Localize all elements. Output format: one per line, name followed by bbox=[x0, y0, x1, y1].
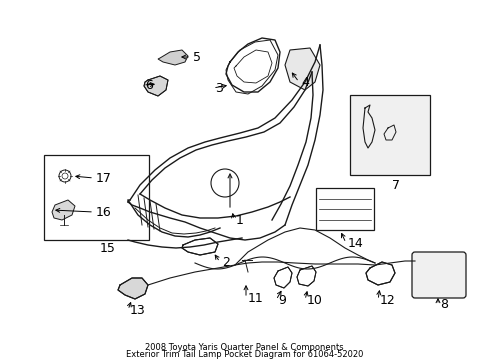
Text: 13: 13 bbox=[130, 303, 145, 316]
FancyBboxPatch shape bbox=[411, 252, 465, 298]
Polygon shape bbox=[365, 262, 394, 285]
Text: 2: 2 bbox=[222, 256, 229, 269]
Text: 7: 7 bbox=[391, 179, 399, 192]
Bar bbox=[44, 155, 149, 240]
Bar bbox=[349, 95, 429, 175]
Polygon shape bbox=[273, 267, 291, 288]
Text: 9: 9 bbox=[278, 293, 285, 306]
Text: 17: 17 bbox=[96, 171, 112, 185]
Text: Exterior Trim Tail Lamp Pocket Diagram for 61064-52020: Exterior Trim Tail Lamp Pocket Diagram f… bbox=[125, 350, 363, 359]
Text: 2008 Toyota Yaris Quarter Panel & Components: 2008 Toyota Yaris Quarter Panel & Compon… bbox=[145, 343, 343, 352]
Polygon shape bbox=[285, 48, 319, 90]
Text: 4: 4 bbox=[301, 76, 308, 89]
Polygon shape bbox=[143, 76, 168, 96]
Polygon shape bbox=[182, 238, 218, 255]
Text: 10: 10 bbox=[306, 293, 322, 306]
Text: 6: 6 bbox=[145, 78, 153, 91]
Polygon shape bbox=[158, 50, 187, 65]
Polygon shape bbox=[118, 278, 148, 299]
Text: 15: 15 bbox=[100, 242, 116, 255]
Text: 12: 12 bbox=[379, 293, 395, 306]
Bar bbox=[315, 188, 373, 230]
Text: 16: 16 bbox=[96, 206, 112, 219]
Polygon shape bbox=[296, 266, 315, 286]
Text: 14: 14 bbox=[347, 237, 363, 249]
Text: 1: 1 bbox=[236, 213, 244, 226]
Text: 5: 5 bbox=[193, 50, 201, 63]
Text: 8: 8 bbox=[439, 298, 447, 311]
Polygon shape bbox=[52, 200, 75, 220]
Text: 3: 3 bbox=[215, 81, 223, 95]
Text: 11: 11 bbox=[247, 292, 263, 305]
